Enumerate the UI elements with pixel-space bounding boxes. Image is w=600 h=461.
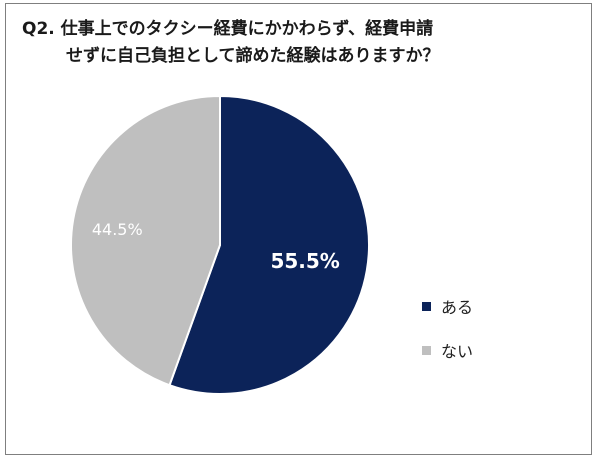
data-label-aru: 55.5% [270, 249, 339, 273]
legend-item-nai: ない [422, 337, 473, 363]
legend-label-aru: ある [441, 298, 474, 317]
legend-swatch-nai [422, 345, 431, 355]
chart-title-line1: Q2. 仕事上でのタクシー経費にかかわらず、経費申請 [22, 19, 434, 39]
pie-slice-nai [70, 94, 221, 387]
data-label-nai: 44.5% [92, 220, 143, 239]
legend-item-aru: ある [422, 293, 473, 319]
chart-title-line2: せずに自己負担として諦めた経験はありますか？ [66, 46, 440, 66]
legend: ある ない [422, 293, 473, 381]
legend-label-nai: ない [441, 342, 474, 361]
chart-title: Q2. 仕事上でのタクシー経費にかかわらず、経費申請 せずに自己負担として諦めた… [22, 16, 582, 70]
legend-swatch-aru [422, 301, 431, 311]
pie-slice-aru [168, 94, 370, 395]
